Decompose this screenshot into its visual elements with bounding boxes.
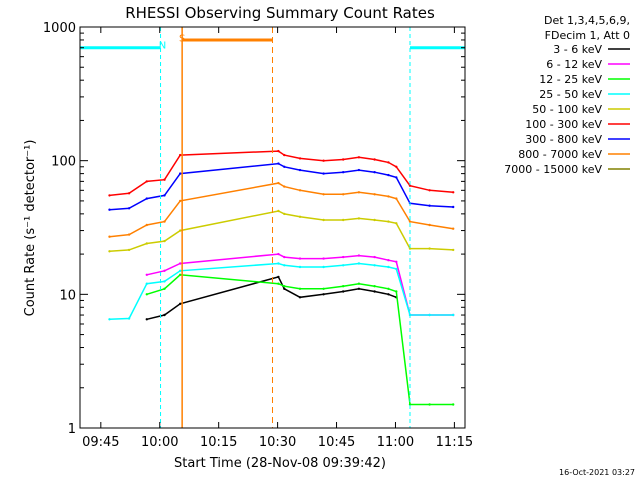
- series-6: [108, 162, 455, 211]
- plot-frame: [79, 26, 466, 429]
- series-7: [108, 181, 455, 238]
- x-tick-label: 11:00: [377, 435, 414, 450]
- y-tick-label: 1: [68, 422, 76, 437]
- y-axis-label: Count Rate (s⁻¹ detector⁻¹): [23, 140, 38, 317]
- x-axis-label: Start Time (28-Nov-08 09:39:42): [174, 456, 386, 471]
- legend-label: 12 - 25 keV: [539, 73, 602, 86]
- annotation-label: N: [159, 41, 166, 52]
- legend: Det 1,3,4,5,6,9, FDecim 1, Att 0 3 - 6 k…: [504, 14, 630, 176]
- x-tick-label: 09:45: [82, 435, 119, 450]
- series-line: [109, 162, 454, 211]
- series-line: [109, 182, 454, 238]
- legend-header-line-2: FDecim 1, Att 0: [545, 29, 630, 42]
- annotation-label: S: [179, 33, 185, 44]
- series-line: [109, 262, 454, 321]
- legend-label: 100 - 300 keV: [525, 118, 602, 131]
- series-5: [108, 149, 455, 197]
- y-tick-label: 1000: [43, 21, 76, 36]
- legend-label: 800 - 7000 keV: [518, 148, 602, 161]
- axis-layer: 09:45 10:00 10:15 10:30 10:45 11:00 11:15 1 10 10…: [43, 21, 473, 450]
- y-tick-label: 10: [59, 288, 76, 303]
- legend-label: 6 - 12 keV: [546, 58, 602, 71]
- series-layer: [108, 149, 455, 406]
- x-tick-label: 10:30: [259, 435, 296, 450]
- series-line: [109, 150, 454, 197]
- legend-label: 50 - 100 keV: [532, 103, 602, 116]
- x-tick-label: 11:15: [436, 435, 473, 450]
- legend-label: 300 - 800 keV: [525, 133, 602, 146]
- legend-label: 7000 - 15000 keV: [504, 163, 602, 176]
- legend-header-line-1: Det 1,3,4,5,6,9,: [544, 14, 630, 27]
- footer-date: 16-Oct-2021 03:27: [559, 468, 635, 477]
- chart-title: RHESSI Observing Summary Count Rates: [125, 4, 435, 22]
- x-tick-label: 10:15: [200, 435, 237, 450]
- y-tick-label: 100: [51, 155, 76, 170]
- series-line: [146, 276, 397, 321]
- series-3: [108, 262, 455, 321]
- x-tick-label: 10:45: [318, 435, 355, 450]
- legend-label: 3 - 6 keV: [553, 43, 602, 56]
- marker-layer: NS: [79, 27, 466, 428]
- legend-label: 25 - 50 keV: [539, 88, 602, 101]
- series-4: [108, 209, 455, 253]
- series-2: [145, 273, 455, 406]
- series-line: [146, 274, 454, 406]
- x-tick-label: 10:00: [141, 435, 178, 450]
- series-0: [145, 275, 398, 321]
- series-line: [109, 210, 454, 253]
